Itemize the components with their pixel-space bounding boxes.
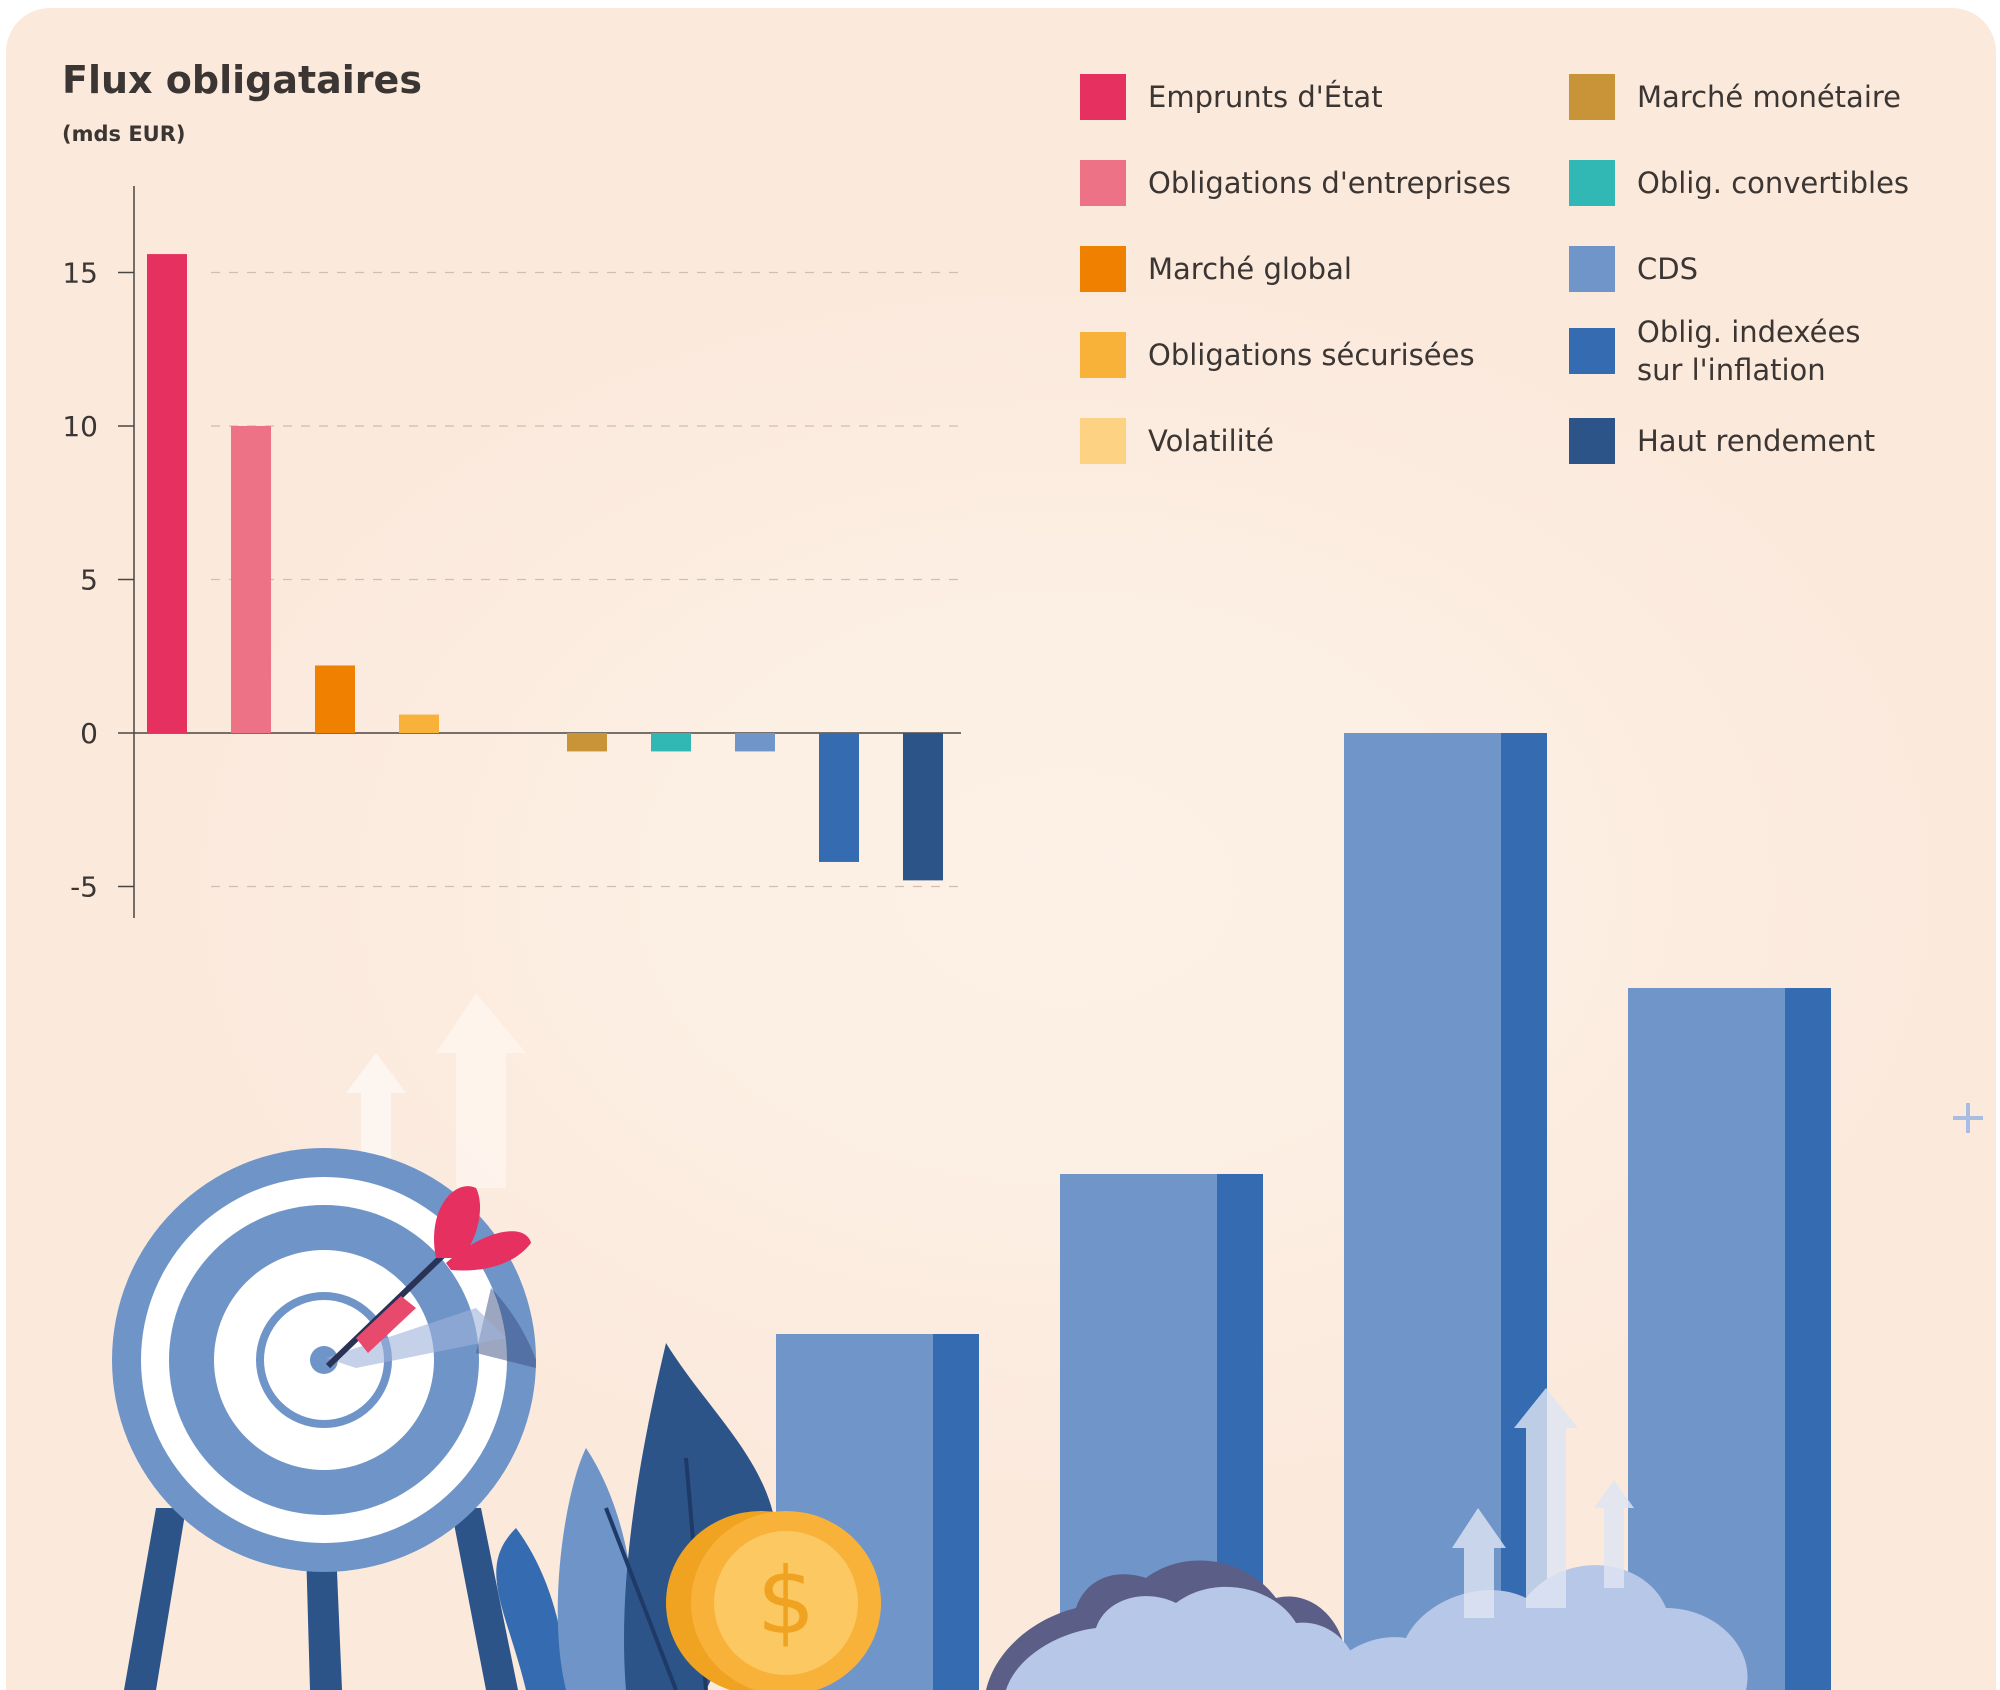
bar xyxy=(651,733,691,752)
y-tick-label: 10 xyxy=(62,410,98,443)
legend-swatch xyxy=(1080,74,1126,120)
dart-icon xyxy=(325,1186,531,1369)
plus-icon xyxy=(1953,1103,1983,1133)
legend-swatch xyxy=(1080,246,1126,292)
legend-label: Obligations sécurisées xyxy=(1148,338,1475,372)
legend-swatch xyxy=(1569,246,1615,292)
bar xyxy=(231,426,271,733)
legend-item: Emprunts d'État xyxy=(1080,74,1383,120)
target-stand-icon xyxy=(124,1508,518,1690)
legend-label: Emprunts d'État xyxy=(1148,80,1383,114)
legend-swatch xyxy=(1569,74,1615,120)
legend-item: CDS xyxy=(1569,246,1698,292)
y-tick-label: 0 xyxy=(80,717,98,750)
clouds-icon xyxy=(986,1560,1748,1690)
leaves-icon xyxy=(496,1343,776,1690)
chart-legend: Emprunts d'État Obligations d'entreprises… xyxy=(1080,74,1960,494)
legend-item: Oblig. convertibles xyxy=(1569,160,1909,206)
legend-item: Marché global xyxy=(1080,246,1352,292)
legend-swatch xyxy=(1569,160,1615,206)
legend-label: Volatilité xyxy=(1148,424,1274,458)
legend-label: Marché global xyxy=(1148,252,1352,286)
legend-label: Marché monétaire xyxy=(1637,80,1902,114)
bar xyxy=(567,733,607,752)
coin-icon: $ xyxy=(666,1511,881,1690)
decorative-bars-icon xyxy=(776,733,1831,1690)
bar xyxy=(315,665,355,733)
legend-label: Oblig. convertibles xyxy=(1637,166,1910,200)
y-tick-label: 15 xyxy=(62,257,98,290)
legend-item: Haut rendement xyxy=(1569,418,1875,464)
bar-chart: 15 10 5 0 -5 xyxy=(62,186,961,918)
y-tick-label: 5 xyxy=(80,564,98,597)
infographic-card: 15 10 5 0 -5 Flux obligataires (mds EUR) Emp… xyxy=(6,8,1996,1690)
decorative-illustration: $ xyxy=(112,733,1983,1690)
bar xyxy=(147,254,187,733)
legend-label: Haut rendement xyxy=(1637,424,1876,458)
bar xyxy=(819,733,859,862)
chart-title: Flux obligataires xyxy=(62,58,422,102)
chart-subtitle: (mds EUR) xyxy=(62,122,186,146)
legend-item: Obligations d'entreprises xyxy=(1080,160,1511,206)
svg-text:$: $ xyxy=(757,1548,816,1655)
legend-label: Oblig. indexées sur l'inflation xyxy=(1637,315,1861,387)
y-tick-label: -5 xyxy=(70,871,98,904)
legend-swatch xyxy=(1080,332,1126,378)
legend-label: CDS xyxy=(1637,252,1698,286)
faint-arrows-icon xyxy=(346,993,526,1188)
legend-item: Obligations sécurisées xyxy=(1080,332,1475,378)
legend-swatch xyxy=(1569,328,1615,374)
legend-swatch xyxy=(1569,418,1615,464)
growth-arrows-icon xyxy=(1452,1388,1634,1618)
target-icon xyxy=(112,1148,536,1572)
bar xyxy=(735,733,775,752)
legend-item: Oblig. indexées sur l'inflation xyxy=(1569,313,1860,389)
legend-label: Obligations d'entreprises xyxy=(1148,166,1511,200)
legend-swatch xyxy=(1080,160,1126,206)
bar xyxy=(903,733,943,881)
legend-item: Volatilité xyxy=(1080,418,1274,464)
legend-swatch xyxy=(1080,418,1126,464)
legend-item: Marché monétaire xyxy=(1569,74,1901,120)
bar xyxy=(399,714,439,733)
